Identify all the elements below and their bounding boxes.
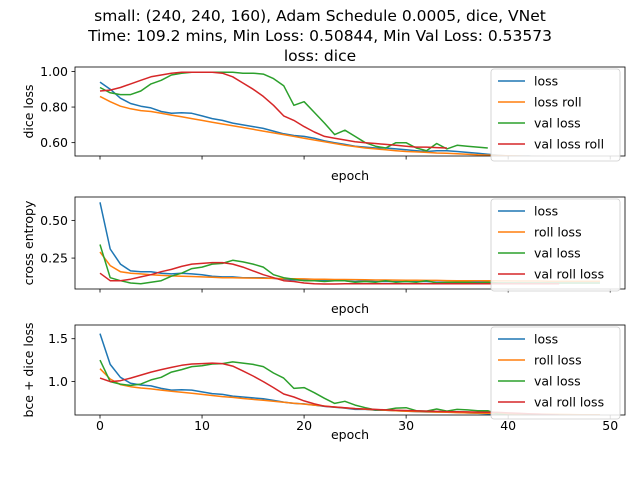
chart-3-legend-label-3: val loss <box>534 374 581 389</box>
figure-title-line-3: loss: dice <box>283 47 357 65</box>
chart-2-legend-label-2: roll loss <box>534 225 582 240</box>
chart-2-legend-label-4: val roll loss <box>534 267 604 282</box>
chart-2-legend-label-3: val loss <box>534 246 581 261</box>
figure-title-line-2: Time: 109.2 mins, Min Loss: 0.50844, Min… <box>88 27 552 45</box>
chart-1-legend-label-3: val loss <box>534 116 581 131</box>
chart-3-legend-box <box>490 326 621 420</box>
chart-1-legend-label-1: loss <box>534 74 558 89</box>
chart-1-legend-label-4: val loss roll <box>534 137 604 152</box>
chart-3-y-axis-label: bce + dice loss <box>21 322 36 417</box>
chart-2-y-tick-label: 0.25 <box>40 251 68 266</box>
chart-1-x-axis-label: epoch <box>331 168 369 183</box>
chart-3-axes-frame <box>74 324 626 416</box>
chart-3-y-tick-label: 1.5 <box>48 331 68 346</box>
chart-2-legend-box <box>490 198 621 292</box>
chart-3-legend-label-1: loss <box>534 332 558 347</box>
chart-1-y-axis-label: dice loss <box>21 84 36 138</box>
chart-3-legend-label-4: val roll loss <box>534 395 604 410</box>
chart-1-series-4-line <box>99 71 447 149</box>
chart-3-x-tick-label: 30 <box>398 418 414 433</box>
chart-3-x-tick-label: 20 <box>296 418 312 433</box>
chart-1-y-tick-label: 1.00 <box>40 64 68 79</box>
chart-1-y-tick-label: 0.80 <box>40 100 68 115</box>
chart-3-y-tick-label: 1.0 <box>48 374 68 389</box>
figure-title-line-1: small: (240, 240, 160), Adam Schedule 0.… <box>94 7 546 25</box>
chart-2-y-axis-label: cross entropy <box>21 200 36 285</box>
chart-3-x-tick-label: 40 <box>500 418 516 433</box>
chart-2-x-axis-label: epoch <box>331 301 369 316</box>
chart-3-x-tick-label: 0 <box>96 418 104 433</box>
chart-3-series-3-line <box>99 359 567 415</box>
chart-2-axes-frame <box>74 196 626 290</box>
chart-2-legend-label-1: loss <box>534 204 558 219</box>
chart-3-x-tick-label: 10 <box>194 418 210 433</box>
chart-1-series-3-line <box>99 71 488 152</box>
chart-1-y-tick-label: 0.60 <box>40 135 68 150</box>
chart-1-legend-box <box>490 68 621 162</box>
chart-3-x-tick-label: 50 <box>602 418 618 433</box>
chart-1-axes-frame <box>74 66 626 157</box>
chart-3-series-4-line <box>99 362 560 415</box>
chart-1-legend-label-2: loss roll <box>534 95 582 110</box>
chart-3-legend-label-2: roll loss <box>534 353 582 368</box>
chart-3-x-axis-label: epoch <box>331 427 369 442</box>
chart-2-y-tick-label: 0.50 <box>40 213 68 228</box>
chart-2-series-4-line <box>99 261 560 285</box>
